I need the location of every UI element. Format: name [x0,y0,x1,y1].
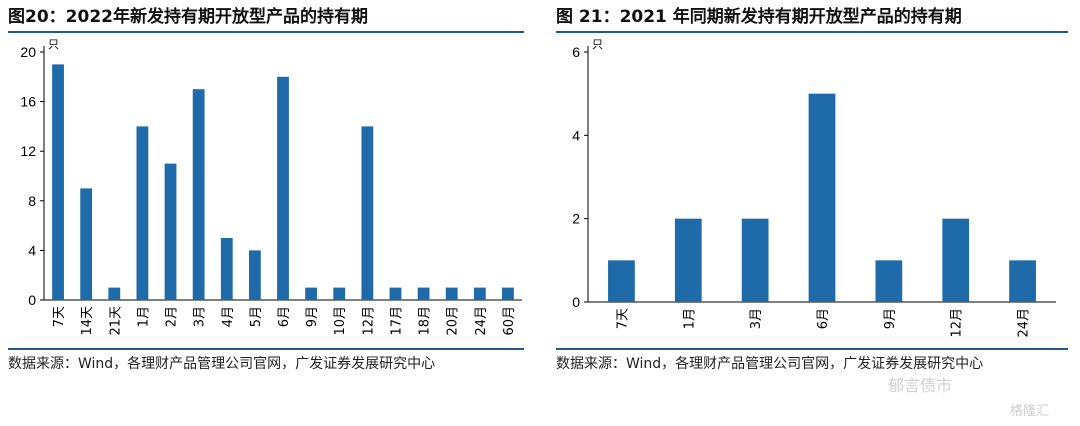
chart-panel-2022: 图20：2022年新发持有期开放型产品的持有期 0 4 8 12 16 20 只 7天 14天 2… [0,0,536,426]
x-tick-label: 6月 [816,308,831,329]
bar [52,64,64,301]
y-tick-label: 0 [572,294,580,310]
bar [248,250,261,300]
bar [741,218,769,302]
y-tick-label: 4 [28,242,36,258]
x-tick-label: 3月 [193,306,208,327]
x-tick-label: 24月 [474,306,489,336]
bar [417,287,430,300]
x-tick-label: 5月 [249,306,264,327]
x-tick-label: 12月 [950,308,965,338]
x-tick-label: 6月 [277,306,292,327]
wechat-watermark: 郁言债市 [888,376,953,395]
source-rule [556,348,1068,350]
x-tick-label: 14天 [80,306,95,336]
bar [875,260,903,302]
unit-label: 只 [48,38,59,51]
bar [473,287,486,300]
x-tick-label: 24月 [1017,308,1032,338]
x-tick-label: 12月 [361,306,376,336]
bar [333,287,346,300]
x-tick-label: 1月 [682,308,697,329]
bar [674,218,702,302]
source-rule [8,348,524,350]
y-tick-label: 0 [28,292,36,308]
source-note: 数据来源：Wind，各理财产品管理公司官网，广发证券发展研究中心 [8,356,436,372]
x-tick-label: 17月 [389,306,404,336]
y-tick-label: 16 [20,94,36,110]
x-tick-label: 1月 [136,306,151,327]
bar [164,163,177,300]
title-rule [8,31,524,33]
x-tick-label: 10月 [333,306,348,336]
bar [608,260,635,302]
bar-chart-2021: 0 2 4 6 只 7天 1月 3月 6月 9月 12月 24月 [572,38,1056,338]
bar [80,188,93,300]
bar [942,218,970,302]
bar [361,126,374,301]
x-tick-label: 9月 [883,308,898,329]
x-tick-label: 9月 [305,306,320,327]
title-rule [556,31,1068,33]
chart-title: 图 21：2021 年同期新发持有期开放型产品的持有期 [556,7,962,27]
x-tick-label: 18月 [418,306,433,336]
bar [136,126,149,301]
source-note: 数据来源：Wind，各理财产品管理公司官网，广发证券发展研究中心 [556,356,984,372]
bar-chart-2022: 0 4 8 12 16 20 只 7天 14天 21天 1月 2月 3月 4月 5月 6月 9月 10月 12月 17… [20,38,522,336]
bar [192,89,205,300]
x-tick-label: 4月 [221,306,236,327]
bar [277,76,289,300]
brand-watermark: 格隆汇 [1010,404,1050,419]
bar [389,287,402,300]
x-tick-label: 60月 [502,306,517,336]
bar [502,287,514,300]
y-tick-label: 4 [572,127,580,143]
y-tick-label: 12 [20,143,36,159]
y-tick-label: 6 [572,44,580,60]
x-tick-label: 7天 [615,308,630,329]
x-tick-label: 20月 [446,306,461,336]
bar [445,287,458,300]
bar [1009,260,1036,302]
bar [808,93,836,302]
y-tick-label: 2 [572,211,580,227]
unit-label: 只 [592,38,603,51]
bar [305,287,318,300]
y-tick-label: 20 [20,44,36,60]
x-tick-label: 21天 [108,306,123,336]
x-tick-label: 2月 [165,306,180,327]
x-tick-label: 3月 [749,308,764,329]
y-tick-label: 8 [28,193,36,209]
bar [220,238,233,300]
bar [108,287,121,300]
x-tick-label: 7天 [52,306,67,327]
chart-title: 图20：2022年新发持有期开放型产品的持有期 [8,7,368,27]
chart-panel-2021: 图 21：2021 年同期新发持有期开放型产品的持有期 0 2 4 6 只 7天 1月 3月 6… [548,0,1080,426]
